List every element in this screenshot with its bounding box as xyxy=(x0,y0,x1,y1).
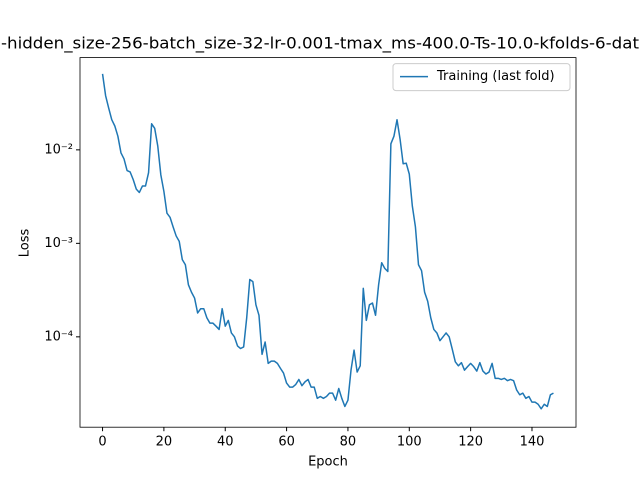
x-tick-label: 80 xyxy=(340,435,357,450)
x-tick-label: 40 xyxy=(217,435,234,450)
data-line xyxy=(101,73,554,410)
chart-title: -hidden_size-256-batch_size-32-lr-0.001-… xyxy=(1,34,639,54)
x-tick-label: 140 xyxy=(520,435,545,450)
x-tick-label: 20 xyxy=(156,435,173,450)
y-tick-label: 10⁻³ xyxy=(44,236,73,251)
legend-box xyxy=(392,63,571,92)
legend-label: Training (last fold) xyxy=(436,69,555,84)
y-tick-label: 10⁻⁴ xyxy=(44,329,73,344)
x-tick-label: 100 xyxy=(397,435,422,450)
y-axis-label: Loss xyxy=(18,229,33,258)
x-tick-label: 60 xyxy=(278,435,295,450)
x-axis-label: Epoch xyxy=(308,455,348,470)
plot-frame xyxy=(79,57,577,428)
x-tick-label: 120 xyxy=(458,435,483,450)
x-tick-label: 0 xyxy=(98,435,106,450)
y-tick-label: 10⁻² xyxy=(44,142,73,157)
